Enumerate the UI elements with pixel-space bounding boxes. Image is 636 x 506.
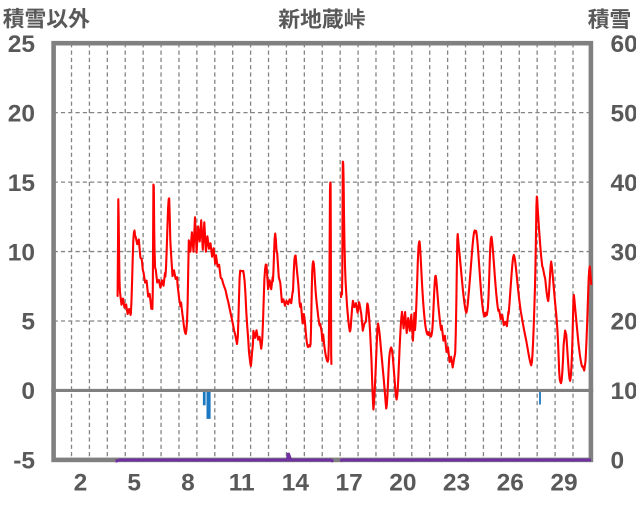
svg-text:5: 5 <box>127 469 141 496</box>
svg-text:10: 10 <box>8 239 35 266</box>
svg-text:8: 8 <box>181 469 195 496</box>
svg-text:50: 50 <box>611 100 636 127</box>
svg-text:17: 17 <box>335 469 362 496</box>
svg-text:15: 15 <box>8 170 35 197</box>
svg-text:26: 26 <box>497 469 524 496</box>
svg-text:5: 5 <box>21 309 35 336</box>
svg-text:11: 11 <box>229 469 255 496</box>
svg-text:60: 60 <box>611 31 636 58</box>
svg-text:14: 14 <box>282 469 310 496</box>
svg-text:0: 0 <box>611 448 625 475</box>
svg-text:10: 10 <box>611 378 636 405</box>
svg-text:23: 23 <box>443 469 470 496</box>
svg-text:25: 25 <box>8 31 35 58</box>
svg-text:-5: -5 <box>13 448 35 475</box>
svg-text:0: 0 <box>21 378 35 405</box>
svg-text:29: 29 <box>550 469 577 496</box>
svg-text:30: 30 <box>611 239 636 266</box>
svg-text:2: 2 <box>74 469 88 496</box>
svg-text:20: 20 <box>611 309 636 336</box>
svg-text:20: 20 <box>8 100 35 127</box>
svg-text:40: 40 <box>611 170 636 197</box>
svg-text:20: 20 <box>389 469 416 496</box>
